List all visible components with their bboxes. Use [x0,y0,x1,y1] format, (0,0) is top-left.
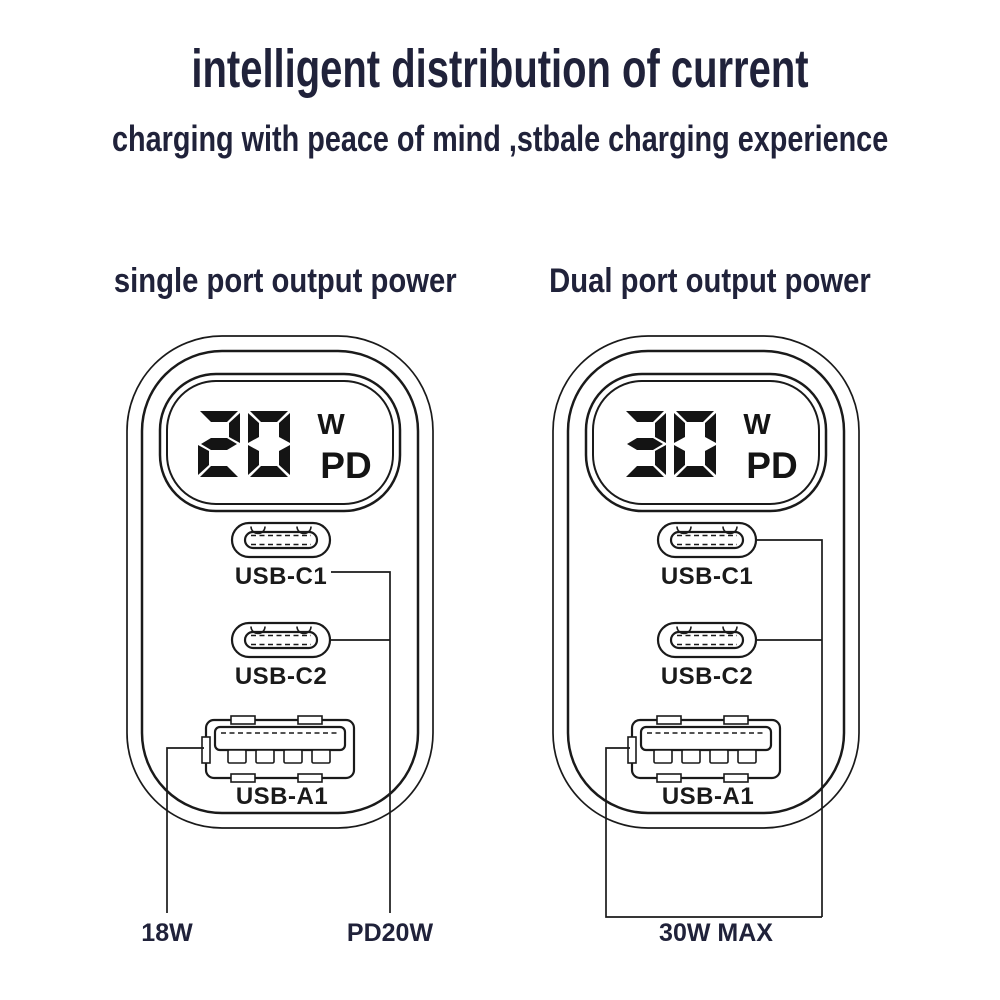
seven-segment-digit [198,411,240,477]
usb-c-port-icon [656,521,758,559]
display-outline-outer [584,372,828,513]
page-title: intelligent distribution of current [191,39,809,99]
display-outline-outer [158,372,402,513]
port-label-usb-a1: USB-A1 [236,783,328,810]
display-pd-label: PD [320,445,371,486]
section-heading-single-port-wrap: single port output power [60,262,510,301]
section-heading-dual-port: Dual port output power [549,262,871,300]
display-outline-inner [166,380,394,505]
display-outline-inner [592,380,820,505]
display-unit-label: W [743,409,771,441]
charger-body-outline-outer [126,335,434,829]
display-wattage-value [626,411,716,477]
section-heading-dual-port-wrap: Dual port output power [510,262,910,301]
usb-c-port-icon [230,521,332,559]
page-subtitle: charging with peace of mind ,stbale char… [111,118,889,159]
display-pd-label: PD [746,445,797,486]
display-unit-label: W [317,409,345,441]
charger-body-outline-inner [566,349,846,815]
callout-line-usb-c1 [756,539,823,917]
callout-line-usb-c1 [331,571,391,913]
port-label-usb-c2: USB-C2 [235,663,327,690]
annotation-usb-a-wattage: 18W [141,919,193,947]
annotation-total-wattage: 30W MAX [659,919,773,947]
port-label-usb-c1: USB-C1 [235,563,327,590]
port-label-usb-a1: USB-A1 [662,783,754,810]
section-heading-single-port: single port output power [113,262,457,300]
callout-bracket-total [605,747,822,918]
seven-segment-digit [674,411,716,477]
charger-body-outline-outer [552,335,860,829]
annotation-usb-c-wattage: PD20W [347,919,434,947]
usb-c-port-icon [656,621,758,659]
usb-c-port-icon [230,621,332,659]
charger-figure-single-port: W PD USB-C1 USB-C2 USB-A1 18W PD20W [126,335,434,947]
display-wattage-value [198,411,290,477]
callout-line-usb-a1 [166,747,204,913]
usb-a-port-icon [626,714,782,784]
port-label-usb-c1: USB-C1 [661,563,753,590]
page-title-row: intelligent distribution of current [0,38,1000,100]
charger-body-outline-inner [140,349,420,815]
page-subtitle-row: charging with peace of mind ,stbale char… [0,118,1000,160]
usb-a-port-icon [200,714,356,784]
charger-figure-dual-port: W PD USB-C1 USB-C2 USB-A1 30W MAX [552,335,860,947]
port-label-usb-c2: USB-C2 [661,663,753,690]
seven-segment-digit [626,411,666,477]
seven-segment-digit [248,411,290,477]
